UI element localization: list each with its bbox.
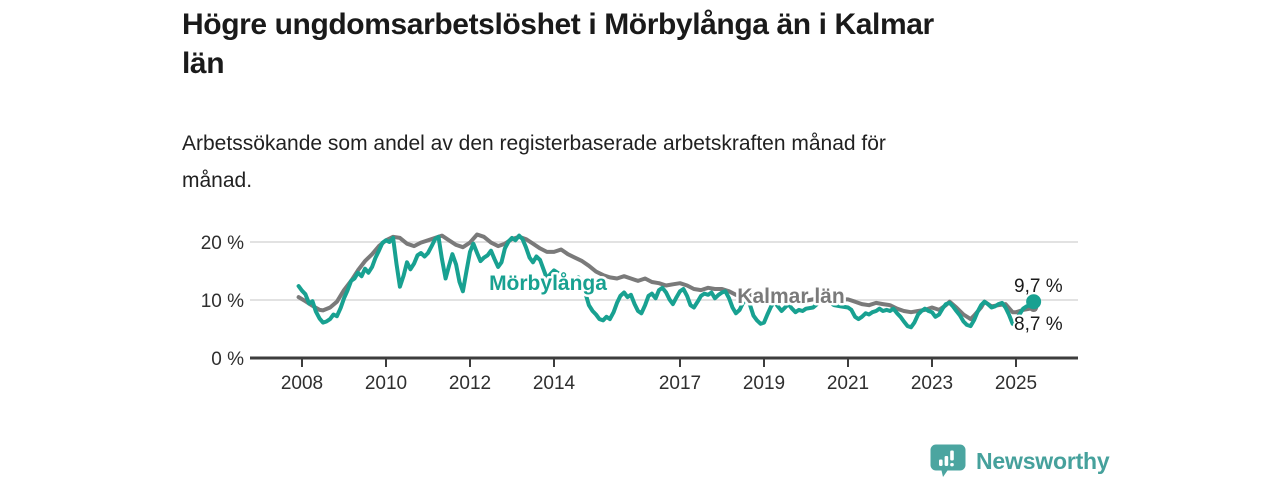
x-tick-label: 2017: [659, 373, 701, 394]
series-line-kalmar-l-n: [296, 232, 1036, 322]
page-title: Högre ungdomsarbetslöshet i Mörbylånga ä…: [182, 5, 1132, 83]
x-tick-label: 2014: [533, 373, 576, 394]
page-title-line-1: Högre ungdomsarbetslöshet i Mörbylånga ä…: [182, 8, 934, 41]
end-value-label: 9,7 %: [1014, 276, 1063, 297]
page-title-line-2: län: [182, 47, 225, 80]
x-tick-label: 2025: [995, 373, 1037, 394]
y-tick-label: 20 %: [201, 233, 244, 254]
series-end-dot-m-rbyl-nga: [1026, 294, 1042, 310]
end-value-label: 8,7 %: [1014, 314, 1063, 335]
x-tick-label: 2021: [827, 373, 869, 394]
x-tick-label: 2023: [911, 373, 953, 394]
newsworthy-bubble-chart-icon: [930, 444, 966, 477]
x-tick-label: 2012: [449, 373, 491, 394]
y-tick-label: 0 %: [211, 349, 244, 370]
x-tick-label: 2019: [743, 373, 785, 394]
series-line-m-rbyl-nga: [296, 233, 1036, 330]
newsworthy-logo: Newsworthy: [930, 444, 1110, 478]
series-label-m-rbyl-nga: Mörbylånga: [489, 272, 607, 295]
y-tick-label: 10 %: [201, 291, 244, 312]
x-tick-label: 2010: [365, 373, 407, 394]
series-label-kalmar-l-n: Kalmar län: [737, 285, 844, 308]
brand-text: Newsworthy: [976, 447, 1110, 474]
chart-subtitle-line-1: Arbetssökande som andel av den registerb…: [182, 132, 886, 155]
x-tick-label: 2008: [281, 373, 323, 394]
chart-subtitle-line-2: månad.: [182, 169, 253, 192]
chart-subtitle: Arbetssökande som andel av den registerb…: [182, 125, 1062, 199]
